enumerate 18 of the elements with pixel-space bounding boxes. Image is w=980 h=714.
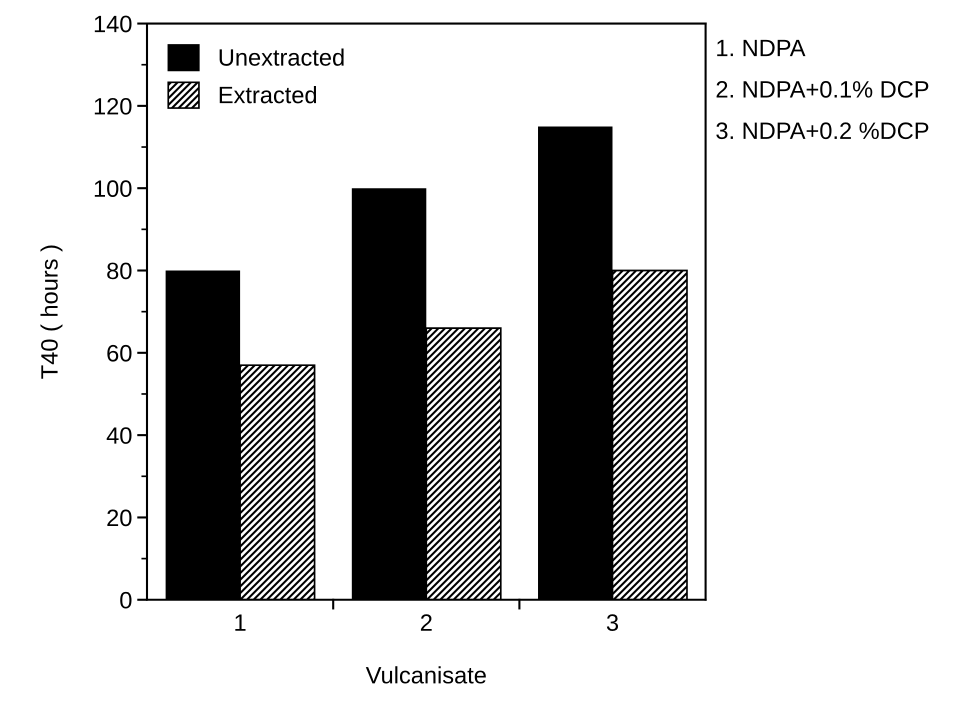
y-axis-title: T40 ( hours ) xyxy=(40,246,62,379)
y-tick-label: 0 xyxy=(120,592,132,609)
x-tick-label: 2 xyxy=(420,614,432,631)
y-tick-label: 20 xyxy=(107,510,132,526)
y-tick-label: 80 xyxy=(107,262,132,280)
y-tick-label: 60 xyxy=(107,344,132,362)
text: 1. NDPA xyxy=(717,40,806,56)
x-tick-label: 1 xyxy=(235,614,246,631)
text: 2. NDPA+0.1% DCP xyxy=(716,81,928,98)
y-tick-label: 120 xyxy=(94,98,132,115)
y-tick-label: 40 xyxy=(106,427,132,444)
legend-label: Extracted xyxy=(220,86,316,104)
y-tick-label: 100 xyxy=(94,180,132,197)
y-tick-label: 140 xyxy=(94,16,132,32)
x-axis-title: Vulcanisate xyxy=(366,666,486,684)
legend-label: Unextracted xyxy=(220,48,344,66)
text: 3. NDPA+0.2 %DCP xyxy=(716,122,928,140)
x-tick-label: 3 xyxy=(606,614,618,631)
